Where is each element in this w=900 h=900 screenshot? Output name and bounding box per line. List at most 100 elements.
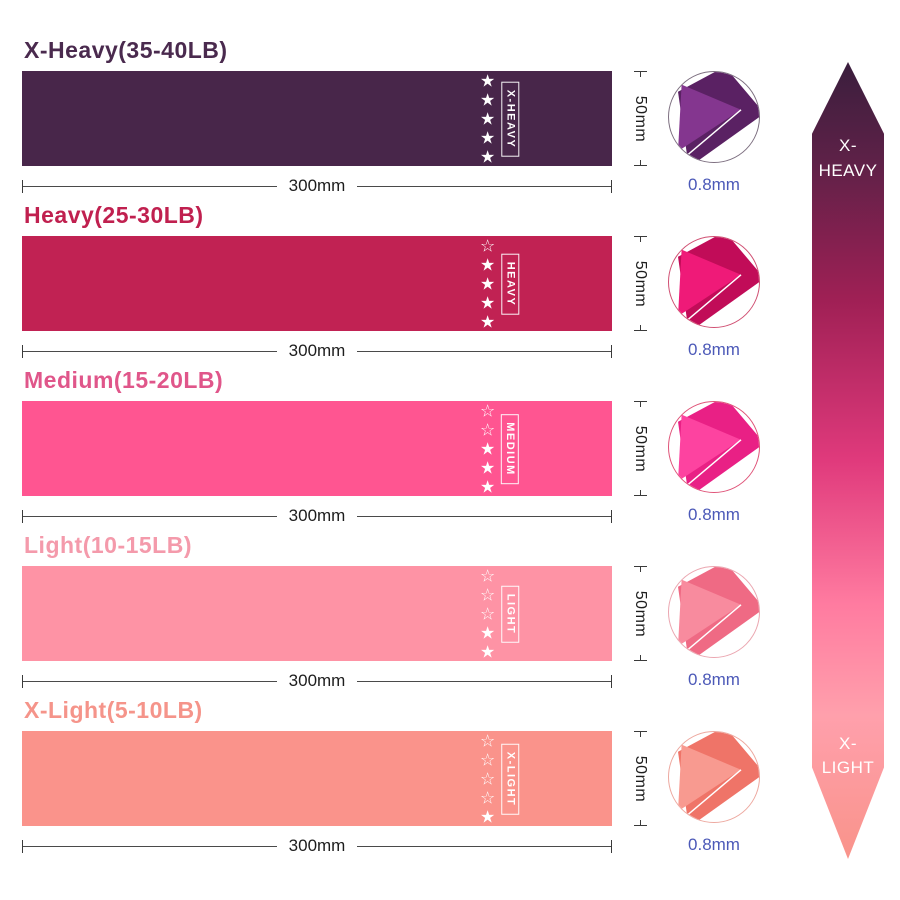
band-main-column: X-Heavy(35-40LB) ★ ★ ★ ★ ★ X-HEAVY 300mm <box>22 36 612 195</box>
band-vertical-label: MEDIUM <box>501 413 520 484</box>
dimension-tick-left <box>22 344 23 358</box>
band-fold-thumbnail <box>668 731 760 823</box>
band-title: Heavy(25-30LB) <box>24 202 204 228</box>
band-title: Light(10-15LB) <box>24 532 192 558</box>
band-rows: X-Heavy(35-40LB) ★ ★ ★ ★ ★ X-HEAVY 300mm… <box>0 36 768 855</box>
band-fold-thumbnail <box>668 566 760 658</box>
fold-front-face <box>678 744 741 812</box>
fold-crease-highlight <box>682 604 742 654</box>
fold-crease-highlight <box>682 439 742 489</box>
band-rectangle: ★ ★ ★ ★ ★ X-HEAVY <box>22 71 612 166</box>
width-dimension: 300mm <box>22 506 612 525</box>
dimension-tick-bottom <box>633 325 647 331</box>
folded-band-illustration <box>678 732 759 822</box>
dimension-line-right <box>357 350 611 352</box>
dimension-tick-left <box>22 179 23 193</box>
height-dimension-label: 50mm <box>632 425 650 472</box>
dimension-tick-right <box>611 509 612 523</box>
dimension-line-left <box>23 680 277 682</box>
fold-front-face <box>678 579 741 647</box>
band-fold-thumbnail <box>668 236 760 328</box>
dimension-line-left <box>23 845 277 847</box>
band-vertical-label: LIGHT <box>501 585 519 642</box>
thickness-label: 0.8mm <box>688 505 740 524</box>
band-rectangle: ☆ ☆ ★ ★ ★ MEDIUM <box>22 401 612 496</box>
width-dimension-label: 300mm <box>288 341 346 360</box>
dimension-tick-top <box>633 401 647 407</box>
width-dimension-label: 300mm <box>288 506 346 525</box>
width-dimension-label: 300mm <box>288 176 346 195</box>
thickness-label: 0.8mm <box>688 340 740 359</box>
dimension-tick-top <box>633 71 647 77</box>
dimension-tick-top <box>633 731 647 737</box>
band-main-column: Light(10-15LB) ☆ ☆ ☆ ★ ★ LIGHT 300mm <box>22 531 612 690</box>
dimension-line-left <box>23 185 277 187</box>
thumbnail-column: 0.8mm <box>660 696 768 855</box>
thickness-label: 0.8mm <box>688 835 740 854</box>
dimension-tick-bottom <box>633 820 647 826</box>
band-vertical-label-wrap: HEAVY <box>492 236 528 331</box>
band-vertical-label-wrap: X-HEAVY <box>492 71 528 166</box>
dimension-tick-left <box>22 839 23 853</box>
dimension-tick-right <box>611 839 612 853</box>
folded-band-illustration <box>678 567 759 657</box>
height-dimension-label: 50mm <box>632 755 650 802</box>
band-row: X-Light(5-10LB) ☆ ☆ ☆ ☆ ★ X-LIGHT 300mm … <box>0 696 768 855</box>
arrow-bottom-label: X- LIGHT <box>821 733 875 778</box>
dimension-line-left <box>23 350 277 352</box>
dimension-tick-left <box>22 509 23 523</box>
height-dimension: 50mm <box>620 71 660 166</box>
fold-front-face <box>678 249 741 317</box>
width-dimension-label: 300mm <box>288 671 346 690</box>
band-vertical-label: X-HEAVY <box>501 81 519 156</box>
height-dimension: 50mm <box>620 236 660 331</box>
dimension-tick-top <box>633 566 647 572</box>
star-rating: ☆ ☆ ★ ★ ★ <box>480 401 496 496</box>
band-fold-thumbnail <box>668 71 760 163</box>
dimension-line-right <box>357 515 611 517</box>
dimension-line-right <box>357 185 611 187</box>
width-dimension: 300mm <box>22 836 612 855</box>
dimension-tick-bottom <box>633 160 647 166</box>
band-title: X-Light(5-10LB) <box>24 697 203 723</box>
folded-band-illustration <box>678 402 759 492</box>
fold-crease-highlight <box>682 109 742 159</box>
band-row: Medium(15-20LB) ☆ ☆ ★ ★ ★ MEDIUM 300mm 5… <box>0 366 768 525</box>
dimension-line-right <box>357 680 611 682</box>
width-dimension-label: 300mm <box>288 836 346 855</box>
band-title: Medium(15-20LB) <box>24 367 224 393</box>
dimension-tick-bottom <box>633 655 647 661</box>
band-rectangle: ☆ ★ ★ ★ ★ HEAVY <box>22 236 612 331</box>
band-title: X-Heavy(35-40LB) <box>24 37 228 63</box>
fold-front-face <box>678 84 741 152</box>
dimension-tick-left <box>22 674 23 688</box>
star-rating: ☆ ☆ ☆ ★ ★ <box>480 566 496 661</box>
width-dimension: 300mm <box>22 176 612 195</box>
fold-crease-highlight <box>682 274 742 324</box>
thickness-label: 0.8mm <box>688 670 740 689</box>
band-vertical-label: X-LIGHT <box>501 743 519 814</box>
height-dimension: 50mm <box>620 566 660 661</box>
band-main-column: X-Light(5-10LB) ☆ ☆ ☆ ☆ ★ X-LIGHT 300mm <box>22 696 612 855</box>
band-rectangle: ☆ ☆ ☆ ☆ ★ X-LIGHT <box>22 731 612 826</box>
height-dimension: 50mm <box>620 731 660 826</box>
folded-band-illustration <box>678 72 759 162</box>
height-dimension-label: 50mm <box>632 260 650 307</box>
thumbnail-column: 0.8mm <box>660 366 768 525</box>
thumbnail-column: 0.8mm <box>660 201 768 360</box>
band-main-column: Medium(15-20LB) ☆ ☆ ★ ★ ★ MEDIUM 300mm <box>22 366 612 525</box>
dimension-line-left <box>23 515 277 517</box>
band-vertical-label-wrap: X-LIGHT <box>492 731 528 826</box>
thumbnail-column: 0.8mm <box>660 36 768 195</box>
intensity-gradient-arrow: X- HEAVY X- LIGHT <box>812 62 884 859</box>
fold-crease-highlight <box>682 769 742 819</box>
dimension-tick-top <box>633 236 647 242</box>
fold-front-face <box>678 414 741 482</box>
width-dimension: 300mm <box>22 341 612 360</box>
star-rating: ☆ ☆ ☆ ☆ ★ <box>480 731 496 826</box>
thickness-label: 0.8mm <box>688 175 740 194</box>
band-rectangle: ☆ ☆ ☆ ★ ★ LIGHT <box>22 566 612 661</box>
band-main-column: Heavy(25-30LB) ☆ ★ ★ ★ ★ HEAVY 300mm <box>22 201 612 360</box>
band-fold-thumbnail <box>668 401 760 493</box>
